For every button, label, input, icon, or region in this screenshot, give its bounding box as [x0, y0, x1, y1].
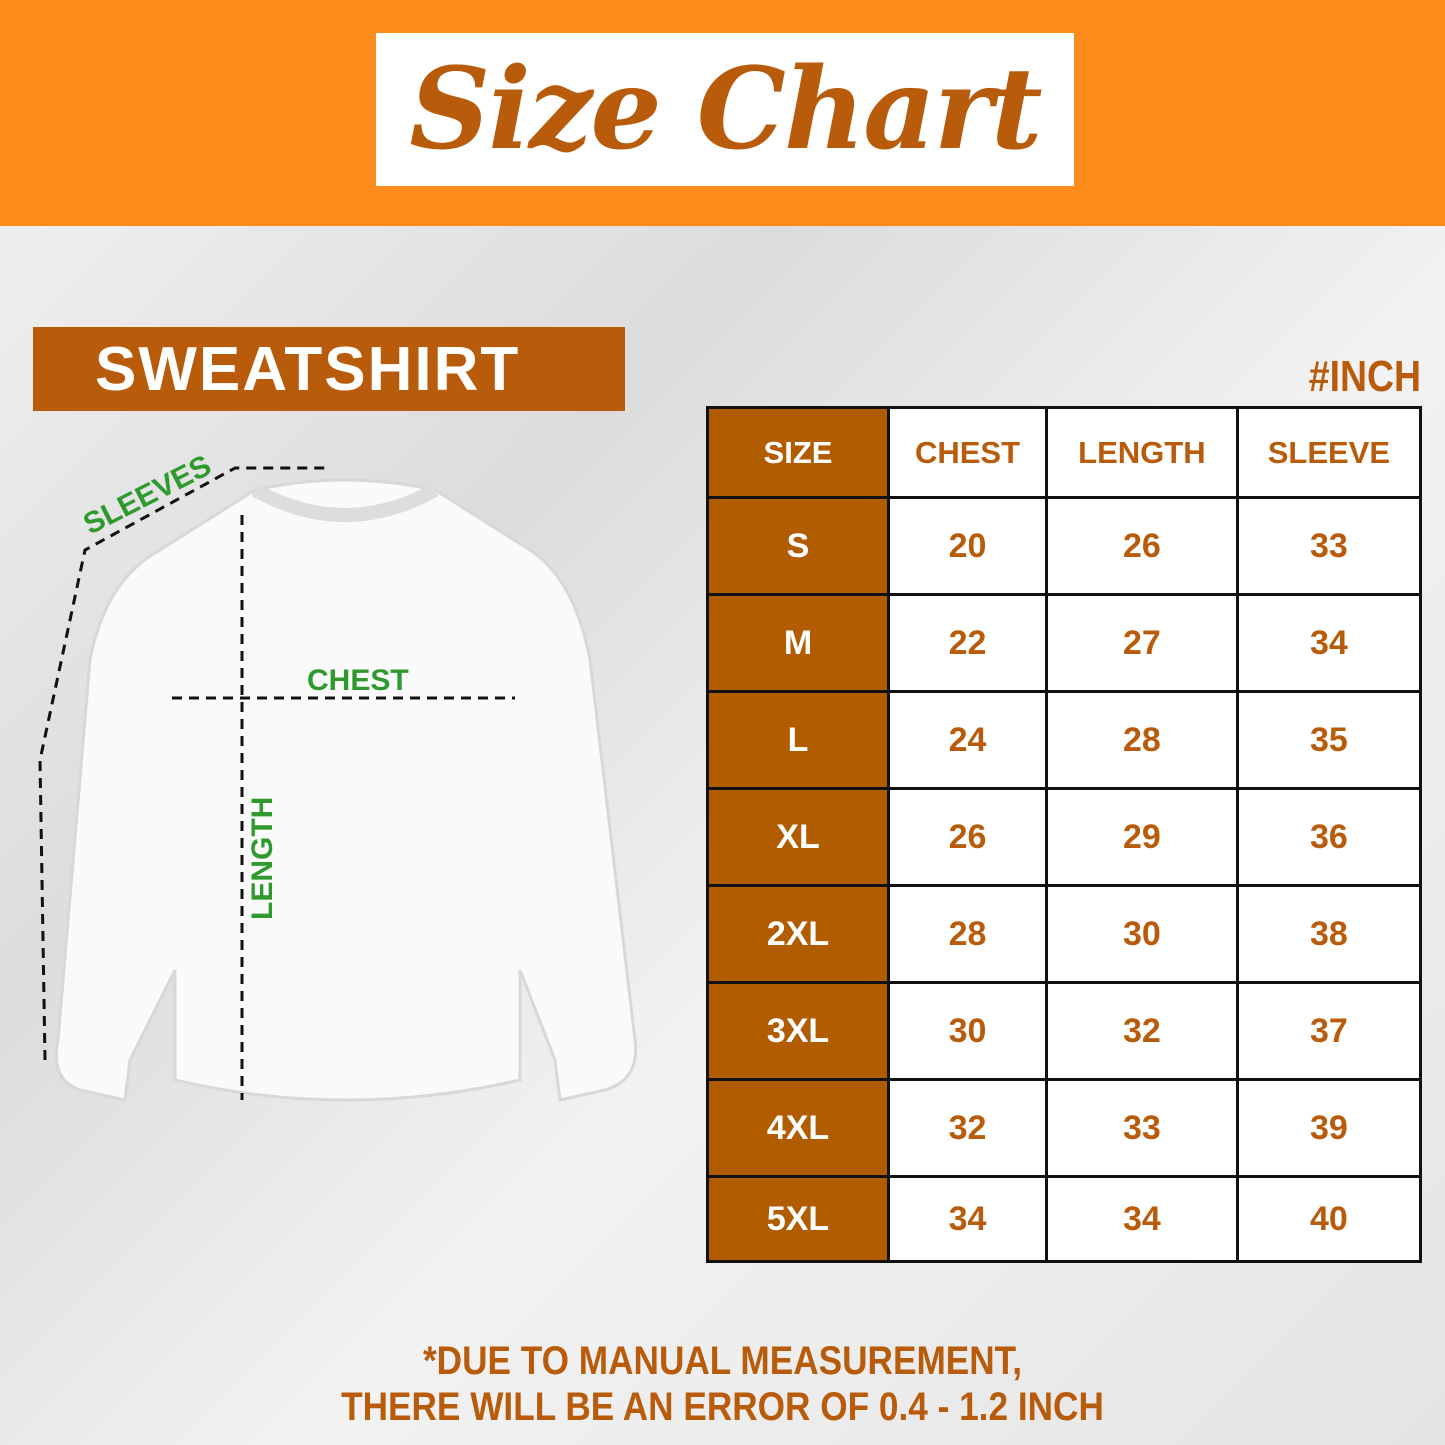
- size-cell: XL: [706, 787, 890, 887]
- sleeve-cell: 38: [1235, 884, 1423, 984]
- table-row: 3XL 30 32 37: [706, 981, 1423, 1081]
- length-cell: 34: [1045, 1175, 1239, 1263]
- collar: [251, 483, 439, 522]
- chest-cell: 20: [886, 496, 1049, 596]
- table-row: 5XL 34 34 40: [706, 1175, 1423, 1263]
- sleeve-cell: 33: [1235, 496, 1423, 596]
- size-cell: 3XL: [706, 981, 890, 1081]
- title-box: Size Chart: [376, 33, 1074, 186]
- sleeve-cell: 37: [1235, 981, 1423, 1081]
- length-cell: 33: [1045, 1078, 1239, 1178]
- length-cell: 30: [1045, 884, 1239, 984]
- length-cell: 28: [1045, 690, 1239, 790]
- header-banner: Size Chart: [0, 0, 1445, 226]
- measurement-note: *DUE TO MANUAL MEASUREMENT, THERE WILL B…: [87, 1338, 1359, 1430]
- header-length: LENGTH: [1045, 406, 1239, 499]
- table-row: L 24 28 35: [706, 690, 1423, 790]
- length-cell: 26: [1045, 496, 1239, 596]
- size-cell: 5XL: [706, 1175, 890, 1263]
- product-label: SWEATSHIRT: [95, 334, 521, 404]
- table-row: 4XL 32 33 39: [706, 1078, 1423, 1178]
- sleeve-cell: 34: [1235, 593, 1423, 693]
- table-row: S 20 26 33: [706, 496, 1423, 596]
- size-cell: M: [706, 593, 890, 693]
- note-line-2: THERE WILL BE AN ERROR OF 0.4 - 1.2 INCH: [341, 1385, 1104, 1429]
- chest-cell: 34: [886, 1175, 1049, 1263]
- table-row: M 22 27 34: [706, 593, 1423, 693]
- header-size: SIZE: [706, 406, 890, 499]
- size-cell: 2XL: [706, 884, 890, 984]
- length-cell: 32: [1045, 981, 1239, 1081]
- chest-cell: 32: [886, 1078, 1049, 1178]
- note-line-1: *DUE TO MANUAL MEASUREMENT,: [422, 1339, 1023, 1383]
- size-cell: S: [706, 496, 890, 596]
- length-label: LENGTH: [246, 797, 279, 920]
- chest-cell: 28: [886, 884, 1049, 984]
- sweatshirt-diagram: SLEEVES CHEST LENGTH: [38, 449, 638, 1102]
- table-header-row: SIZE CHEST LENGTH SLEEVE: [706, 406, 1423, 499]
- sleeve-cell: 35: [1235, 690, 1423, 790]
- table-row: 2XL 28 30 38: [706, 884, 1423, 984]
- product-label-box: SWEATSHIRT: [33, 327, 625, 411]
- header-sleeve: SLEEVE: [1235, 406, 1423, 499]
- header-chest: CHEST: [886, 406, 1049, 499]
- sleeve-measure-line: [38, 466, 330, 1061]
- size-cell: 4XL: [706, 1078, 890, 1178]
- sleeve-cell: 36: [1235, 787, 1423, 887]
- chest-cell: 24: [886, 690, 1049, 790]
- chest-cell: 30: [886, 981, 1049, 1081]
- chest-label: CHEST: [307, 664, 409, 697]
- length-cell: 27: [1045, 593, 1239, 693]
- chest-cell: 26: [886, 787, 1049, 887]
- chest-cell: 22: [886, 593, 1049, 693]
- size-table: SIZE CHEST LENGTH SLEEVE S 20 26 33 M 22 27 34 L…: [706, 406, 1423, 1263]
- sweatshirt-body: [54, 478, 638, 1102]
- sleeve-cell: 40: [1235, 1175, 1423, 1263]
- length-cell: 29: [1045, 787, 1239, 887]
- table-row: XL 26 29 36: [706, 787, 1423, 887]
- sleeve-cell: 39: [1235, 1078, 1423, 1178]
- page-title: Size Chart: [409, 44, 1042, 175]
- unit-label: #INCH: [1308, 352, 1421, 401]
- size-cell: L: [706, 690, 890, 790]
